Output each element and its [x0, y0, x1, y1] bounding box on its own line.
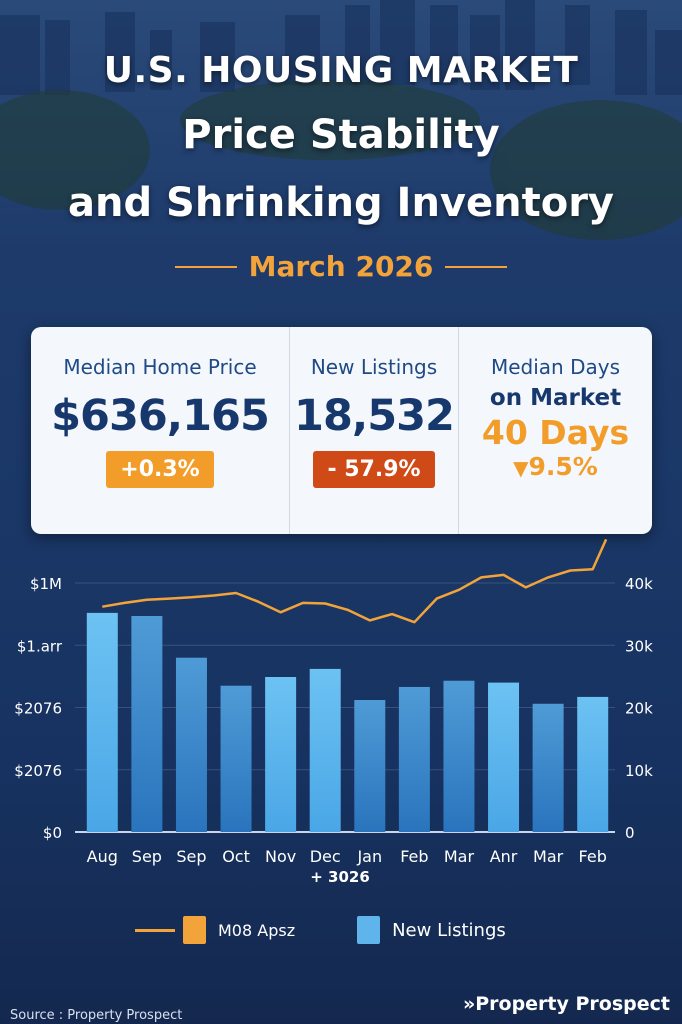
x-axis-tick: Aug: [87, 847, 118, 866]
date-row: March 2026: [0, 250, 682, 283]
stat-value: $636,165: [51, 391, 270, 441]
bar-new-listings: [532, 703, 564, 832]
right-axis-tick: 30k: [625, 637, 653, 655]
right-axis-tick: 40k: [625, 575, 653, 593]
bar-new-listings: [265, 676, 297, 832]
left-axis-tick: $0: [43, 824, 62, 842]
brand-logo: »Property Prospect: [463, 993, 670, 1015]
legend-swatch-line-series: [183, 916, 206, 944]
legend: M08 Apsz New Listings: [135, 916, 506, 944]
brand-name: Property Prospect: [475, 993, 670, 1015]
bar-new-listings: [354, 700, 386, 832]
x-axis-tick: Sep: [132, 847, 162, 866]
stat-value: 40 Days: [481, 413, 630, 452]
x-axis-tick: Mar: [533, 847, 564, 866]
x-axis-tick: Sep: [176, 847, 206, 866]
x-axis-sublabel: + 3026: [310, 868, 370, 886]
stat-change-badge: +0.3%: [106, 451, 214, 488]
bar-new-listings: [443, 680, 475, 832]
x-axis-tick: Feb: [579, 847, 607, 866]
divider: [445, 265, 508, 268]
triangle-down-icon: ▼: [513, 456, 529, 480]
source-note: Source : Property Prospect: [10, 1008, 183, 1023]
stat-value: 18,532: [294, 391, 455, 441]
stat-median-price: Median Home Price $636,165 +0.3%: [31, 327, 289, 534]
x-axis-tick: Oct: [222, 847, 250, 866]
report-date: March 2026: [248, 250, 434, 283]
price-line: [102, 538, 608, 624]
x-axis-tick: Dec: [310, 847, 341, 866]
title-sub-line1: Price Stability: [182, 112, 500, 158]
x-axis-tick: Jan: [356, 847, 382, 866]
bar-new-listings: [577, 696, 609, 832]
left-axis-tick: $1.arr: [17, 637, 63, 655]
stats-card: Median Home Price $636,165 +0.3% New Lis…: [31, 327, 652, 534]
left-axis-tick: $1M: [30, 575, 62, 593]
legend-line-swatch: [135, 928, 175, 932]
stat-label: Median Days: [490, 355, 620, 379]
bar-new-listings: [131, 615, 163, 832]
title-sub-line2: and Shrinking Inventory: [67, 180, 614, 226]
stat-new-listings: New Listings 18,532 - 57.9%: [289, 327, 458, 534]
bar-new-listings: [86, 612, 118, 832]
stat-label-line2: on Market: [489, 385, 622, 411]
bar-new-listings: [488, 682, 520, 832]
bar-new-listings: [175, 657, 207, 832]
divider: [174, 265, 237, 268]
x-axis-tick: Mar: [444, 847, 475, 866]
right-axis-tick: 20k: [625, 700, 653, 718]
double-chevron-right-icon: »: [462, 993, 476, 1015]
x-axis-tick: Anr: [490, 847, 518, 866]
stat-change-badge: - 57.9%: [313, 451, 435, 488]
legend-swatch-bars: [357, 916, 381, 944]
stat-label: New Listings: [310, 355, 438, 379]
left-axis-tick: $2076: [14, 700, 62, 718]
left-axis-tick: $2076: [14, 762, 62, 780]
stat-change-value: 9.5%: [528, 452, 598, 481]
right-axis-tick: 0: [625, 824, 635, 842]
bar-new-listings: [309, 668, 341, 832]
bar-new-listings: [398, 686, 430, 832]
right-axis-tick: 10k: [625, 762, 653, 780]
stat-label: Median Home Price: [63, 355, 257, 379]
city-skyline-background: [0, 0, 682, 240]
legend-label-line-series: M08 Apsz: [218, 920, 296, 940]
title-main: U.S. HOUSING MARKET: [103, 50, 579, 91]
x-axis-tick: Nov: [265, 847, 296, 866]
stat-days-on-market: Median Days on Market 40 Days ▼9.5%: [458, 327, 652, 534]
legend-label-bars: New Listings: [392, 919, 506, 941]
bar-new-listings: [220, 685, 252, 832]
x-axis-tick: Feb: [400, 847, 428, 866]
stat-change: ▼9.5%: [459, 452, 652, 481]
